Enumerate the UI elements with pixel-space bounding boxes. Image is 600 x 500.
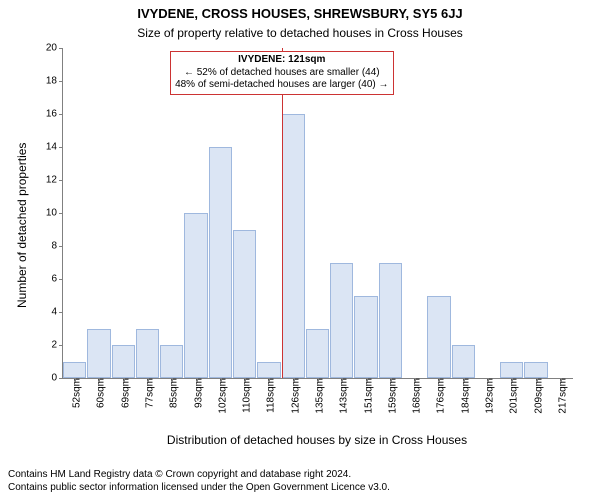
marker-line [282,48,283,378]
y-tick-mark [59,114,63,115]
x-tick-label: 52sqm [68,378,83,408]
x-tick-mark [99,378,100,382]
y-tick-mark [59,312,63,313]
y-tick-mark [59,213,63,214]
x-tick-mark [367,378,368,382]
histogram-bar [427,296,450,379]
histogram-bar [306,329,329,379]
page-root: IVYDENE, CROSS HOUSES, SHREWSBURY, SY5 6… [0,0,600,500]
x-tick-mark [318,378,319,382]
x-tick-mark [561,378,562,382]
chart-title-sub: Size of property relative to detached ho… [0,26,600,40]
x-tick-label: 69sqm [116,378,131,408]
histogram-bar [500,362,523,379]
footnote: Contains HM Land Registry data © Crown c… [8,468,600,494]
x-tick-mark [75,378,76,382]
x-tick-label: 151sqm [359,378,374,414]
x-tick-mark [221,378,222,382]
plot-area: 0246810121416182052sqm60sqm69sqm77sqm85s… [62,48,573,379]
x-tick-label: 184sqm [456,378,471,414]
x-tick-mark [391,378,392,382]
x-tick-label: 102sqm [213,378,228,414]
histogram-bar [136,329,159,379]
x-tick-label: 126sqm [286,378,301,414]
x-tick-label: 93sqm [189,378,204,408]
y-tick-mark [59,81,63,82]
histogram-bar [354,296,377,379]
x-tick-label: 143sqm [335,378,350,414]
x-tick-label: 85sqm [165,378,180,408]
histogram-bar [282,114,305,378]
x-tick-mark [415,378,416,382]
marker-callout-line: IVYDENE: 121sqm [175,54,388,67]
y-axis-label: Number of detached properties [15,143,29,308]
x-tick-label: 60sqm [92,378,107,408]
x-tick-mark [439,378,440,382]
histogram-bar [379,263,402,379]
histogram-bar [209,147,232,378]
x-tick-label: 176sqm [432,378,447,414]
y-tick-mark [59,147,63,148]
y-tick-mark [59,279,63,280]
y-tick-mark [59,246,63,247]
x-tick-mark [148,378,149,382]
footnote-line: Contains public sector information licen… [8,481,600,494]
marker-callout: IVYDENE: 121sqm← 52% of detached houses … [170,51,393,95]
histogram-bar [452,345,475,378]
y-tick-mark [59,345,63,346]
x-axis-label: Distribution of detached houses by size … [62,433,572,447]
x-tick-mark [537,378,538,382]
x-tick-label: 77sqm [141,378,156,408]
histogram-bar [524,362,547,379]
x-tick-mark [294,378,295,382]
marker-callout-line: 48% of semi-detached houses are larger (… [175,79,388,92]
histogram-bar [112,345,135,378]
footnote-line: Contains HM Land Registry data © Crown c… [8,468,600,481]
histogram-bar [63,362,86,379]
x-tick-label: 192sqm [481,378,496,414]
x-tick-mark [464,378,465,382]
x-tick-mark [124,378,125,382]
x-tick-label: 217sqm [553,378,568,414]
x-tick-label: 135sqm [311,378,326,414]
histogram-bar [160,345,183,378]
x-tick-mark [512,378,513,382]
x-tick-label: 110sqm [238,378,253,413]
x-tick-mark [197,378,198,382]
histogram-bar [257,362,280,379]
x-tick-label: 168sqm [408,378,423,414]
x-tick-label: 159sqm [383,378,398,414]
histogram-bar [330,263,353,379]
x-tick-mark [269,378,270,382]
x-tick-label: 209sqm [529,378,544,414]
x-tick-mark [172,378,173,382]
y-tick-mark [59,180,63,181]
x-tick-label: 201sqm [505,378,520,414]
histogram-bar [184,213,207,378]
x-tick-label: 118sqm [262,378,277,413]
x-tick-mark [488,378,489,382]
x-tick-mark [245,378,246,382]
marker-callout-line: ← 52% of detached houses are smaller (44… [175,67,388,80]
y-tick-mark [59,378,63,379]
histogram-bar [233,230,256,379]
y-tick-mark [59,48,63,49]
histogram-bar [87,329,110,379]
x-tick-mark [342,378,343,382]
chart-title-main: IVYDENE, CROSS HOUSES, SHREWSBURY, SY5 6… [0,6,600,21]
